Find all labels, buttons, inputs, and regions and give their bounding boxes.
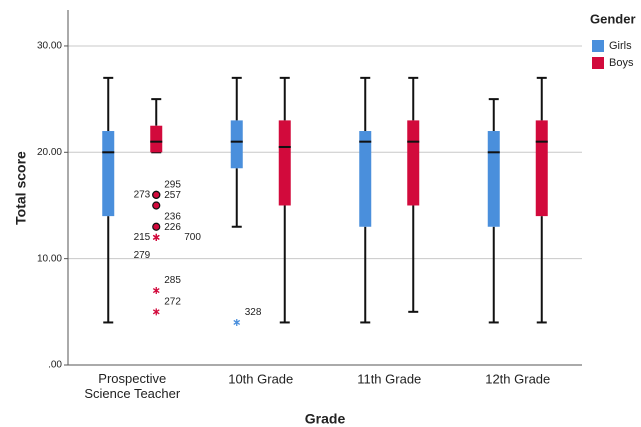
x-tick-label: 12th Grade bbox=[485, 371, 550, 386]
outlier bbox=[152, 201, 161, 210]
outlier-label: 285 bbox=[164, 275, 181, 286]
outlier bbox=[152, 308, 160, 316]
outlier-label: 279 bbox=[134, 250, 151, 261]
outlier bbox=[152, 287, 160, 295]
outlier bbox=[233, 318, 241, 326]
box bbox=[150, 125, 163, 153]
box bbox=[278, 120, 291, 206]
legend-swatch bbox=[592, 40, 604, 52]
outlier bbox=[152, 233, 160, 241]
outlier-label: 272 bbox=[164, 296, 181, 307]
outlier-label: 215 bbox=[134, 232, 151, 243]
box bbox=[230, 120, 243, 169]
outlier-label: 273 bbox=[134, 189, 151, 200]
x-tick-label: 11th Grade bbox=[357, 371, 421, 386]
y-tick-label: .00 bbox=[48, 360, 62, 371]
outlier bbox=[152, 190, 161, 199]
legend-label: Girls bbox=[609, 40, 632, 52]
x-tick-label: 10th Grade bbox=[228, 371, 293, 386]
box bbox=[359, 131, 372, 227]
box bbox=[407, 120, 420, 206]
box bbox=[535, 120, 548, 217]
y-tick-label: 20.00 bbox=[37, 147, 62, 158]
legend-swatch bbox=[592, 57, 604, 69]
outlier bbox=[152, 222, 161, 231]
outlier-label: 295 bbox=[164, 179, 181, 190]
y-tick-label: 30.00 bbox=[37, 41, 62, 52]
box bbox=[487, 131, 500, 227]
y-tick-label: 10.00 bbox=[37, 253, 62, 264]
legend-title: Gender bbox=[590, 11, 636, 26]
legend-label: Boys bbox=[609, 57, 634, 69]
outlier-label: 328 bbox=[245, 307, 262, 318]
outlier-label: 257 bbox=[164, 190, 181, 201]
outlier-label: 226 bbox=[164, 222, 181, 233]
box bbox=[102, 131, 115, 217]
x-tick-label: Prospective Science Teacher bbox=[84, 371, 181, 401]
y-axis-label: Total score bbox=[13, 151, 29, 225]
outlier-label: 700 bbox=[184, 232, 201, 243]
outlier-label: 236 bbox=[164, 211, 181, 222]
x-axis-label: Grade bbox=[305, 411, 346, 427]
